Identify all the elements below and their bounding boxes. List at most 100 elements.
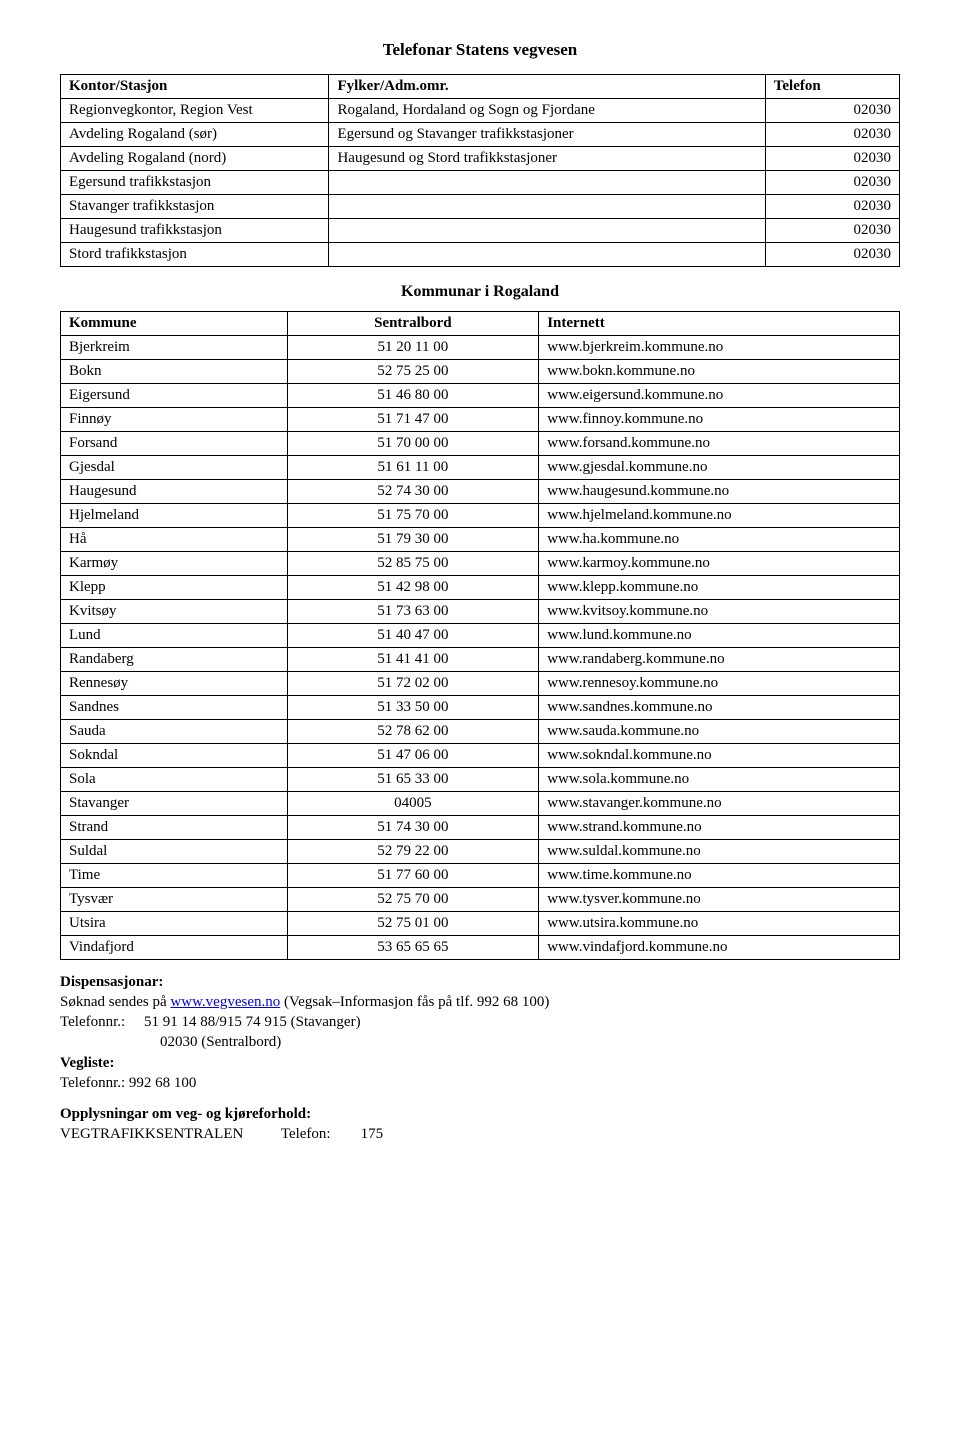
t1-cell: Stord trafikkstasjon xyxy=(61,243,329,267)
t2-cell: Bokn xyxy=(61,360,288,384)
table-row: Time51 77 60 00www.time.kommune.no xyxy=(61,864,900,888)
table-row: Eigersund51 46 80 00www.eigersund.kommun… xyxy=(61,384,900,408)
t2-cell: Strand xyxy=(61,816,288,840)
disp-line1-suffix: (Vegsak–Informasjon fås på tlf. 992 68 1… xyxy=(280,994,549,1010)
disp-heading: Dispensasjonar: xyxy=(60,974,163,990)
t2-cell: 52 74 30 00 xyxy=(287,480,539,504)
table-row: Stord trafikkstasjon 02030 xyxy=(61,243,900,267)
table-row: Randaberg51 41 41 00www.randaberg.kommun… xyxy=(61,648,900,672)
t1-cell: Egersund trafikkstasjon xyxy=(61,171,329,195)
t1-cell: Haugesund trafikkstasjon xyxy=(61,219,329,243)
t2-cell: 51 74 30 00 xyxy=(287,816,539,840)
table-row: Kvitsøy51 73 63 00www.kvitsoy.kommune.no xyxy=(61,600,900,624)
table-row: Suldal52 79 22 00www.suldal.kommune.no xyxy=(61,840,900,864)
t2-cell: 51 41 41 00 xyxy=(287,648,539,672)
table-row: Vindafjord53 65 65 65www.vindafjord.komm… xyxy=(61,936,900,960)
t2-cell: 51 73 63 00 xyxy=(287,600,539,624)
t1-header-cell: Telefon xyxy=(765,75,899,99)
table-row: Karmøy52 85 75 00www.karmoy.kommune.no xyxy=(61,552,900,576)
t2-cell: www.sokndal.kommune.no xyxy=(539,744,900,768)
t2-cell: www.rennesoy.kommune.no xyxy=(539,672,900,696)
vegliste-section: Vegliste: Telefonnr.: 992 68 100 xyxy=(60,1055,900,1092)
table-row: Finnøy51 71 47 00www.finnoy.kommune.no xyxy=(61,408,900,432)
t2-cell: www.sandnes.kommune.no xyxy=(539,696,900,720)
t2-cell: www.randaberg.kommune.no xyxy=(539,648,900,672)
t2-cell: 51 42 98 00 xyxy=(287,576,539,600)
table-row: Stavanger trafikkstasjon02030 xyxy=(61,195,900,219)
t2-cell: www.stavanger.kommune.no xyxy=(539,792,900,816)
t2-cell: 51 40 47 00 xyxy=(287,624,539,648)
disp-line1-prefix: Søknad sendes på xyxy=(60,994,170,1010)
t2-cell: www.karmoy.kommune.no xyxy=(539,552,900,576)
t2-cell: www.haugesund.kommune.no xyxy=(539,480,900,504)
t2-cell: Utsira xyxy=(61,912,288,936)
t2-cell: 52 75 70 00 xyxy=(287,888,539,912)
t2-cell: www.vindafjord.kommune.no xyxy=(539,936,900,960)
t2-cell: www.kvitsoy.kommune.no xyxy=(539,600,900,624)
t1-cell: Avdeling Rogaland (nord) xyxy=(61,147,329,171)
t2-cell: Randaberg xyxy=(61,648,288,672)
table-row: Bokn52 75 25 00www.bokn.kommune.no xyxy=(61,360,900,384)
opplysningar-section: Opplysningar om veg- og kjøreforhold: VE… xyxy=(60,1106,900,1143)
t2-header-cell: Kommune xyxy=(61,312,288,336)
t2-cell: Hjelmeland xyxy=(61,504,288,528)
page-title: Telefonar Statens vegvesen xyxy=(60,40,900,60)
table-row: Klepp51 42 98 00www.klepp.kommune.no xyxy=(61,576,900,600)
table-row: Egersund trafikkstasjon02030 xyxy=(61,171,900,195)
t2-cell: www.gjesdal.kommune.no xyxy=(539,456,900,480)
opp-mid: Telefon: xyxy=(281,1126,331,1142)
t2-cell: www.eigersund.kommune.no xyxy=(539,384,900,408)
t1-cell: Haugesund og Stord trafikkstasjoner xyxy=(329,147,765,171)
t2-cell: www.lund.kommune.no xyxy=(539,624,900,648)
table-row: Sokndal51 47 06 00www.sokndal.kommune.no xyxy=(61,744,900,768)
t2-header-cell: Internett xyxy=(539,312,900,336)
t1-cell xyxy=(329,195,765,219)
t2-cell: www.suldal.kommune.no xyxy=(539,840,900,864)
t2-cell: Sauda xyxy=(61,720,288,744)
t2-cell: 51 71 47 00 xyxy=(287,408,539,432)
stations-table: Kontor/StasjonFylker/Adm.omr.TelefonRegi… xyxy=(60,74,900,267)
t1-cell xyxy=(329,243,765,267)
t2-cell: Vindafjord xyxy=(61,936,288,960)
table-row: Tysvær52 75 70 00www.tysver.kommune.no xyxy=(61,888,900,912)
t2-cell: 51 47 06 00 xyxy=(287,744,539,768)
t2-cell: Stavanger xyxy=(61,792,288,816)
table-row: Hå51 79 30 00www.ha.kommune.no xyxy=(61,528,900,552)
subsection-title: Kommunar i Rogaland xyxy=(60,283,900,301)
t2-cell: www.hjelmeland.kommune.no xyxy=(539,504,900,528)
table-row: Forsand51 70 00 00www.forsand.kommune.no xyxy=(61,432,900,456)
table-row: Rennesøy51 72 02 00www.rennesoy.kommune.… xyxy=(61,672,900,696)
t2-cell: Time xyxy=(61,864,288,888)
t2-cell: 51 46 80 00 xyxy=(287,384,539,408)
t2-cell: www.time.kommune.no xyxy=(539,864,900,888)
t1-cell: Egersund og Stavanger trafikkstasjoner xyxy=(329,123,765,147)
t1-cell: 02030 xyxy=(765,243,899,267)
table-row: Sandnes51 33 50 00www.sandnes.kommune.no xyxy=(61,696,900,720)
t2-cell: Hå xyxy=(61,528,288,552)
t2-cell: www.bokn.kommune.no xyxy=(539,360,900,384)
t2-cell: Haugesund xyxy=(61,480,288,504)
t2-cell: www.bjerkreim.kommune.no xyxy=(539,336,900,360)
t2-cell: Sandnes xyxy=(61,696,288,720)
t2-cell: 51 70 00 00 xyxy=(287,432,539,456)
t2-cell: Finnøy xyxy=(61,408,288,432)
t2-cell: 51 33 50 00 xyxy=(287,696,539,720)
table-row: Sola51 65 33 00www.sola.kommune.no xyxy=(61,768,900,792)
t2-cell: Gjesdal xyxy=(61,456,288,480)
table-row: Utsira52 75 01 00www.utsira.kommune.no xyxy=(61,912,900,936)
t2-cell: Suldal xyxy=(61,840,288,864)
t1-cell: 02030 xyxy=(765,123,899,147)
t2-cell: 04005 xyxy=(287,792,539,816)
t2-cell: 52 75 25 00 xyxy=(287,360,539,384)
vegvesen-link[interactable]: www.vegvesen.no xyxy=(170,994,280,1010)
table-row: Avdeling Rogaland (sør)Egersund og Stava… xyxy=(61,123,900,147)
table-row: Haugesund trafikkstasjon02030 xyxy=(61,219,900,243)
table-row: Gjesdal51 61 11 00www.gjesdal.kommune.no xyxy=(61,456,900,480)
t2-cell: www.sauda.kommune.no xyxy=(539,720,900,744)
t2-cell: www.finnoy.kommune.no xyxy=(539,408,900,432)
t2-cell: 51 72 02 00 xyxy=(287,672,539,696)
t1-cell: Rogaland, Hordaland og Sogn og Fjordane xyxy=(329,99,765,123)
t2-cell: Tysvær xyxy=(61,888,288,912)
vegliste-heading: Vegliste: xyxy=(60,1055,114,1071)
dispensasjonar-section: Dispensasjonar: Søknad sendes på www.veg… xyxy=(60,974,900,1051)
